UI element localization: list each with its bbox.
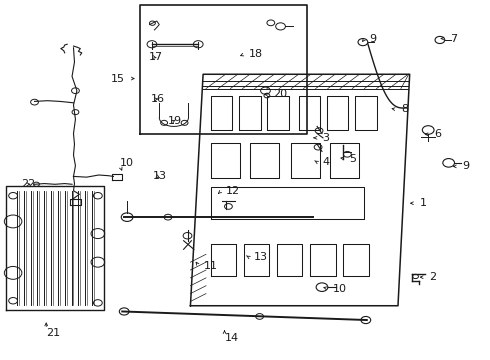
Text: 11: 11 bbox=[203, 261, 218, 271]
Text: 18: 18 bbox=[249, 49, 263, 59]
Text: 2: 2 bbox=[429, 272, 436, 282]
Text: 5: 5 bbox=[349, 154, 356, 163]
Text: 7: 7 bbox=[450, 33, 457, 44]
Text: 15: 15 bbox=[111, 73, 125, 84]
Text: 3: 3 bbox=[322, 133, 329, 143]
Text: 16: 16 bbox=[150, 94, 165, 104]
Text: 17: 17 bbox=[148, 52, 163, 62]
Text: 20: 20 bbox=[273, 89, 287, 99]
Text: 12: 12 bbox=[225, 186, 240, 197]
Text: 4: 4 bbox=[322, 157, 329, 167]
Text: 21: 21 bbox=[46, 328, 60, 338]
Text: 8: 8 bbox=[401, 104, 408, 114]
Text: 6: 6 bbox=[434, 129, 441, 139]
Text: 14: 14 bbox=[224, 333, 239, 343]
Text: 10: 10 bbox=[333, 284, 347, 294]
Text: 22: 22 bbox=[21, 179, 35, 189]
Text: 1: 1 bbox=[419, 198, 426, 208]
Text: 13: 13 bbox=[152, 171, 167, 181]
Text: 19: 19 bbox=[168, 116, 182, 126]
Text: 13: 13 bbox=[254, 252, 268, 262]
Text: 10: 10 bbox=[120, 158, 134, 168]
Text: 9: 9 bbox=[462, 161, 469, 171]
Text: 9: 9 bbox=[370, 33, 377, 44]
